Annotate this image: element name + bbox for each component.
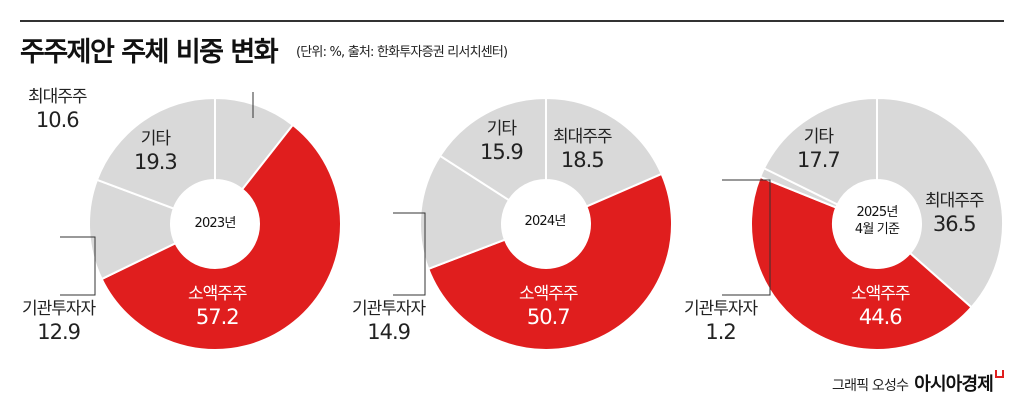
slice-2-0 <box>876 96 1004 309</box>
label-other-2023: 기타 19.3 <box>134 129 178 174</box>
leader-line <box>393 212 426 296</box>
slice-1-3 <box>438 96 547 202</box>
label-other-2024: 기타 15.9 <box>480 119 524 164</box>
label-major-2023: 최대주주 10.6 <box>28 87 88 132</box>
slice-1-1 <box>426 172 673 351</box>
label-major-2025: 최대주주 36.5 <box>925 191 985 236</box>
credit: 그래픽 오성수 아시아경제 <box>832 370 1004 396</box>
label-minor-2025: 소액주주 44.6 <box>851 284 911 329</box>
leader-line <box>60 236 96 296</box>
brand-logo-mark <box>995 370 1004 378</box>
label-minor-2024: 소액주주 50.7 <box>519 284 579 329</box>
label-inst-2024: 기관투자자 14.9 <box>352 299 426 344</box>
slice-2-1 <box>750 175 973 351</box>
label-inst-2023: 기관투자자 12.9 <box>22 299 96 344</box>
label-other-2025: 기타 17.7 <box>797 127 841 172</box>
slice-1-2 <box>419 154 511 271</box>
slice-1-0 <box>545 96 663 208</box>
center-label-2025: 2025년 4월 기준 <box>854 205 900 237</box>
label-major-2024: 최대주주 18.5 <box>553 127 613 172</box>
slice-0-1 <box>100 123 342 351</box>
center-label-2023: 2023년 <box>194 216 236 231</box>
top-rule <box>20 20 1004 22</box>
slice-2-3 <box>762 96 878 206</box>
label-minor-2023: 소액주주 57.2 <box>188 284 248 329</box>
leader-line <box>722 179 771 296</box>
slice-0-3 <box>95 96 216 210</box>
chart-title: 주주제안 주체 비중 변화 <box>20 37 279 68</box>
label-inst-2025: 기관투자자 1.2 <box>684 299 758 344</box>
chart-subtitle: (단위: %, 출처: 한화투자증권 리서치센터) <box>296 45 508 60</box>
center-label-2024: 2024년 <box>524 214 566 229</box>
